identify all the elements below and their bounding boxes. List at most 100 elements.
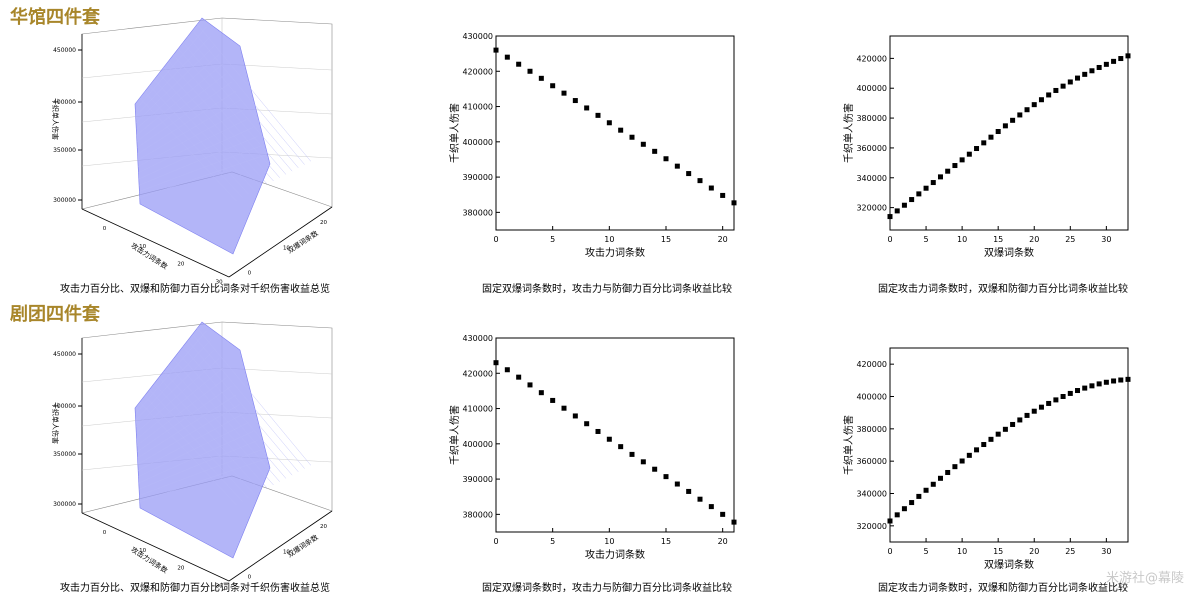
axis-line (81, 512, 230, 582)
mesh-line (168, 364, 274, 486)
data-point (640, 141, 646, 147)
surface-chart: 300000 350000 400000 450000 0 10 20 30 0 10 20 千织单人… (51, 17, 333, 285)
data-point (697, 496, 703, 502)
z-tick-label: 300000 (53, 197, 76, 204)
x-tick-label: 30 (1101, 547, 1111, 556)
y-tick-label: 420000 (856, 360, 887, 369)
data-point (652, 148, 658, 154)
y-tick-label: 400000 (462, 440, 493, 449)
y-tick-label: 20 (320, 220, 327, 226)
data-point (663, 156, 669, 162)
data-point (606, 120, 612, 126)
data-point (923, 185, 929, 191)
data-point (909, 500, 915, 506)
y-tick-label: 430000 (462, 32, 493, 41)
mesh-line (163, 67, 268, 185)
y-tick-label: 390000 (462, 475, 493, 484)
x-axis-label: 双爆词条数 (984, 558, 1034, 571)
mesh-line (138, 413, 245, 471)
data-point (504, 367, 510, 373)
data-point (916, 191, 922, 197)
data-point (1060, 83, 1066, 89)
y-tick-label: 410000 (462, 103, 493, 112)
mesh-line (135, 349, 215, 427)
data-point (550, 397, 556, 403)
x-tick-label: 30 (216, 279, 223, 285)
x-tick-label: 10 (604, 537, 614, 546)
data-point (1118, 377, 1124, 383)
data-point (887, 214, 893, 220)
x-axis-label: 攻击力词条数 (585, 548, 645, 561)
y-tick-label: 410000 (462, 405, 493, 414)
caption: 固定双爆词条数时，攻击力与防御力百分比词条收益比较 (482, 284, 732, 295)
mesh-line (138, 118, 249, 173)
data-point (1038, 404, 1044, 410)
data-point (981, 442, 987, 448)
z-tick-label: 350000 (53, 147, 76, 154)
x-tick-label: 10 (957, 547, 967, 556)
data-point (561, 405, 567, 411)
y-axis-label: 千织单人伤害 (448, 103, 461, 163)
data-point (584, 421, 590, 427)
z-axis-label: 千织单人伤害 (51, 402, 60, 444)
data-point (887, 518, 893, 524)
mesh-line (137, 99, 241, 161)
y-tick-label: 340000 (856, 174, 887, 183)
data-point (1082, 71, 1088, 77)
axis-line (228, 206, 333, 278)
mesh-line (139, 401, 237, 505)
x-tick-label: 10 (139, 548, 146, 554)
data-point (1096, 381, 1102, 387)
data-point (550, 83, 556, 89)
y-tick-label: 420000 (856, 54, 887, 63)
x-tick-label: 25 (1065, 547, 1075, 556)
x-tick-label: 15 (993, 235, 1003, 244)
plot-frame (889, 347, 1129, 543)
y-tick-label: 390000 (462, 173, 493, 182)
data-point (618, 444, 624, 450)
mesh-line (139, 154, 266, 198)
y-tick-label: 420000 (462, 369, 493, 378)
y-axis-label: 千织单人伤害 (842, 415, 855, 475)
plot-frame (495, 35, 735, 231)
mesh-line (144, 395, 243, 502)
data-point (995, 431, 1001, 437)
data-point (901, 506, 907, 512)
data-point (974, 447, 980, 453)
mesh-line (135, 340, 211, 421)
x-tick-label: 0 (887, 547, 892, 556)
z-tick-label: 450000 (53, 351, 76, 358)
data-point (527, 68, 533, 74)
z-axis-label: 千织单人伤害 (51, 98, 60, 140)
scatter-chart: 0 5 10 15 20 25 30 320000 340000 360000 380000 4000… (842, 35, 1131, 259)
data-point (1096, 64, 1102, 70)
data-point (945, 469, 951, 475)
data-point (930, 180, 936, 186)
data-point (1075, 75, 1081, 81)
data-point (561, 90, 567, 96)
data-point (1089, 68, 1095, 74)
data-point (988, 436, 994, 442)
caption: 攻击力百分比、双爆和防御力百分比词条对千织伤害收益总览 (60, 583, 330, 594)
mesh-line (197, 24, 311, 162)
x-tick-label: 15 (993, 547, 1003, 556)
mesh-line (173, 358, 280, 482)
z-tick-label: 400000 (53, 403, 76, 410)
data-point (1125, 53, 1131, 59)
section-title: 华馆四件套 (10, 7, 100, 28)
y-tick-label: 0 (248, 575, 252, 581)
x-tick-label: 10 (957, 235, 967, 244)
plot-frame (889, 35, 1129, 231)
mesh-line (138, 127, 254, 180)
data-point (974, 146, 980, 152)
mesh-line (136, 72, 228, 142)
mesh-line (137, 90, 237, 155)
data-point (930, 481, 936, 487)
y-tick-label: 400000 (462, 138, 493, 147)
data-point (1082, 385, 1088, 391)
data-point (708, 504, 714, 510)
data-point (1067, 390, 1073, 396)
y-axis-label: 双爆词条数 (286, 229, 320, 256)
data-point (584, 105, 590, 111)
data-point (606, 436, 612, 442)
